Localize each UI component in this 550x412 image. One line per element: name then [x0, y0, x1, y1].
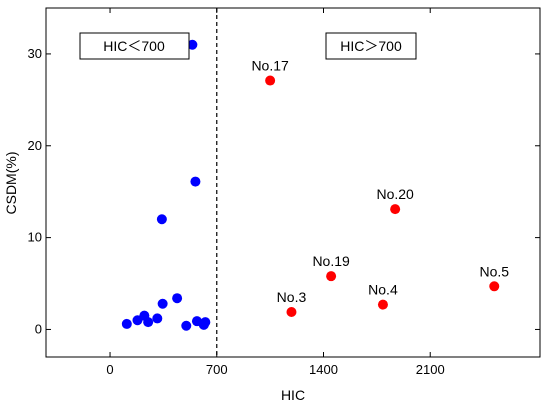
point-label: No.17	[251, 58, 289, 74]
point-label: No.4	[368, 282, 398, 298]
region-label-right: HIC＞700	[340, 38, 402, 54]
data-point	[190, 176, 201, 187]
data-point	[157, 298, 168, 309]
y-tick-label: 10	[28, 230, 42, 245]
data-point	[489, 281, 500, 292]
data-points: No.17 No.3 No.19 No.4 No.20 No.5	[121, 39, 509, 331]
data-point	[377, 299, 388, 310]
region-box-left	[79, 32, 190, 60]
y-tick-label: 20	[28, 138, 42, 153]
axis-ticks: 0 700 1400 2100 0 10 20 30	[28, 8, 540, 377]
y-axis-title: CSDM(%)	[3, 152, 19, 215]
x-tick-label: 2100	[416, 362, 445, 377]
data-point	[286, 306, 297, 317]
data-point	[143, 317, 154, 328]
point-label: No.20	[376, 186, 414, 202]
data-point	[265, 75, 276, 86]
data-point	[200, 317, 211, 328]
plot-frame	[45, 7, 541, 358]
x-tick-label: 0	[106, 362, 113, 377]
y-tick-label: 0	[35, 321, 42, 336]
data-point	[172, 293, 183, 304]
point-label: No.19	[312, 253, 350, 269]
x-tick-label: 1400	[309, 362, 338, 377]
x-tick-label: 700	[206, 362, 228, 377]
data-point	[152, 313, 163, 324]
data-point	[390, 204, 401, 215]
x-axis-title: HIC	[281, 387, 305, 403]
data-point	[181, 320, 192, 331]
y-tick-label: 30	[28, 46, 42, 61]
point-label: No.3	[277, 289, 307, 305]
data-point	[121, 318, 132, 329]
region-label-left: HIC＜700	[103, 38, 165, 54]
data-point	[187, 39, 198, 50]
region-box-right	[325, 32, 417, 60]
point-label: No.5	[479, 263, 509, 279]
data-point	[156, 214, 167, 225]
data-point	[326, 271, 337, 282]
